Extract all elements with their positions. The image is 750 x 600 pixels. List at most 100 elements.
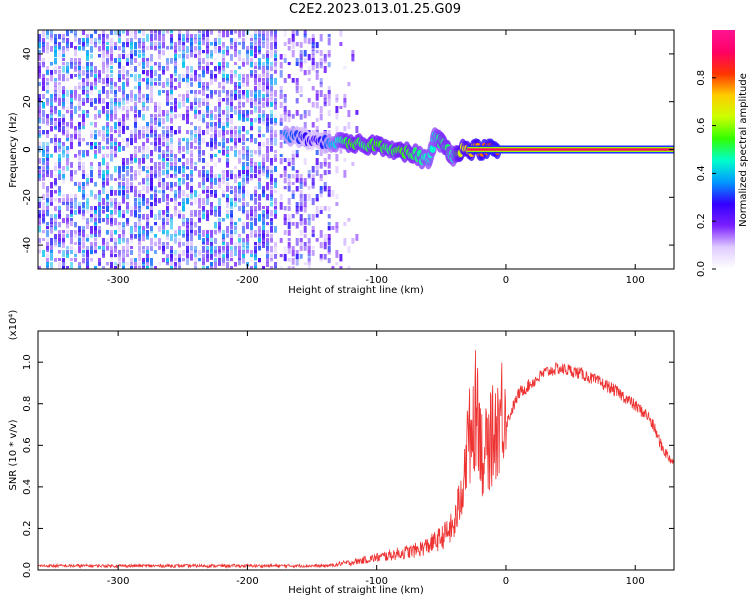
heatmap-cell (166, 210, 169, 215)
heatmap-cell (178, 226, 181, 231)
heatmap-cell (110, 222, 113, 227)
heatmap-cell (42, 194, 45, 200)
heatmap-cell (258, 34, 261, 39)
heatmap-cell (46, 46, 49, 54)
heatmap-cell (42, 202, 45, 210)
heatmap-cell (206, 58, 209, 65)
heatmap-cell (66, 214, 69, 219)
heatmap-cell (198, 30, 201, 34)
heatmap-cell (106, 126, 109, 131)
heatmap-cell (46, 262, 49, 268)
heatmap-cell (238, 158, 241, 164)
heatmap-cell (86, 70, 89, 75)
heatmap-cell (279, 174, 283, 178)
heatmap-cell (238, 206, 241, 212)
heatmap-cell (126, 42, 129, 48)
heatmap-cell (323, 170, 327, 176)
heatmap-cell (74, 90, 77, 98)
heatmap-cell (106, 110, 109, 118)
heatmap-cell (118, 54, 121, 60)
heatmap-cell (166, 198, 169, 205)
heatmap-cell (311, 174, 315, 182)
heatmap-cell (166, 78, 169, 85)
heatmap-cell (110, 186, 113, 192)
heatmap-cell (291, 150, 295, 156)
heatmap-cell (42, 250, 45, 257)
heatmap-cell (291, 158, 295, 166)
heatmap-cell (238, 174, 241, 179)
heatmap-cell (218, 46, 221, 53)
heatmap-cell (190, 82, 193, 87)
heatmap-cell (186, 106, 189, 113)
heatmap-cell (102, 238, 105, 245)
heatmap-cell (170, 46, 173, 50)
heatmap-cell (287, 214, 291, 221)
heatmap-cell (210, 178, 213, 185)
heatmap-cell (246, 178, 249, 184)
heatmap-cell (86, 82, 89, 87)
heatmap-cell (46, 150, 49, 156)
heatmap-cell (170, 166, 173, 171)
heatmap-cell (266, 90, 269, 98)
heatmap-cell (319, 178, 323, 182)
heatmap-cell (170, 134, 173, 138)
heatmap-cell (238, 34, 241, 39)
heatmap-cell (166, 202, 169, 206)
heatmap-cell (118, 178, 121, 184)
heatmap-cell (230, 42, 233, 48)
heatmap-cell (311, 230, 315, 237)
heatmap-cell (106, 178, 109, 185)
heatmap-cell (170, 90, 173, 95)
heatmap-cell (106, 82, 109, 87)
heatmap-cell (82, 258, 85, 264)
heatmap-cell (270, 246, 273, 253)
carrier-band-core (467, 148, 674, 151)
heatmap-cell (106, 214, 109, 219)
heatmap-cell (218, 102, 221, 107)
heatmap-cell (138, 94, 141, 99)
heatmap-cell (262, 86, 265, 92)
heatmap-cell (46, 206, 49, 211)
heatmap-cell (122, 258, 125, 263)
heatmap-cell (222, 150, 225, 156)
heatmap-cell (114, 58, 117, 63)
heatmap-cell (258, 194, 261, 201)
heatmap-cell (66, 230, 69, 238)
heatmap-cell (206, 210, 209, 218)
heatmap-cell (46, 162, 49, 170)
heatmap-cell (46, 230, 49, 238)
heatmap-cell (258, 98, 261, 104)
heatmap-cell (142, 178, 145, 185)
heatmap-cell (70, 214, 73, 218)
heatmap-cell (66, 106, 69, 114)
heatmap-cell (194, 102, 197, 106)
heatmap-cell (226, 118, 229, 126)
heatmap-cell (78, 150, 81, 156)
heatmap-cell (250, 134, 253, 139)
heatmap-cell (54, 166, 57, 172)
heatmap-cell (118, 202, 121, 208)
heatmap-cell (222, 130, 225, 136)
heatmap-cell (222, 74, 225, 81)
heatmap-cell (254, 190, 257, 196)
heatmap-cell (74, 234, 77, 238)
heatmap-cell (106, 154, 109, 158)
heatmap-cell (186, 66, 189, 70)
heatmap-cell (98, 70, 101, 78)
heatmap-cell (146, 254, 149, 261)
heatmap-cell (238, 106, 241, 110)
heatmap-cell (270, 50, 273, 58)
heatmap-cell (242, 146, 245, 152)
heatmap-cell (58, 162, 61, 168)
heatmap-cell (303, 206, 307, 213)
heatmap-cell (70, 230, 73, 238)
heatmap-cell (158, 42, 161, 49)
heatmap-cell (246, 130, 249, 135)
heatmap-cell (126, 82, 129, 87)
heatmap-cell (218, 178, 221, 182)
heatmap-cell (242, 238, 245, 243)
heatmap-cell (270, 166, 273, 170)
heatmap-cell (142, 262, 145, 268)
heatmap-cell (146, 174, 149, 181)
heatmap-cell (74, 130, 77, 138)
